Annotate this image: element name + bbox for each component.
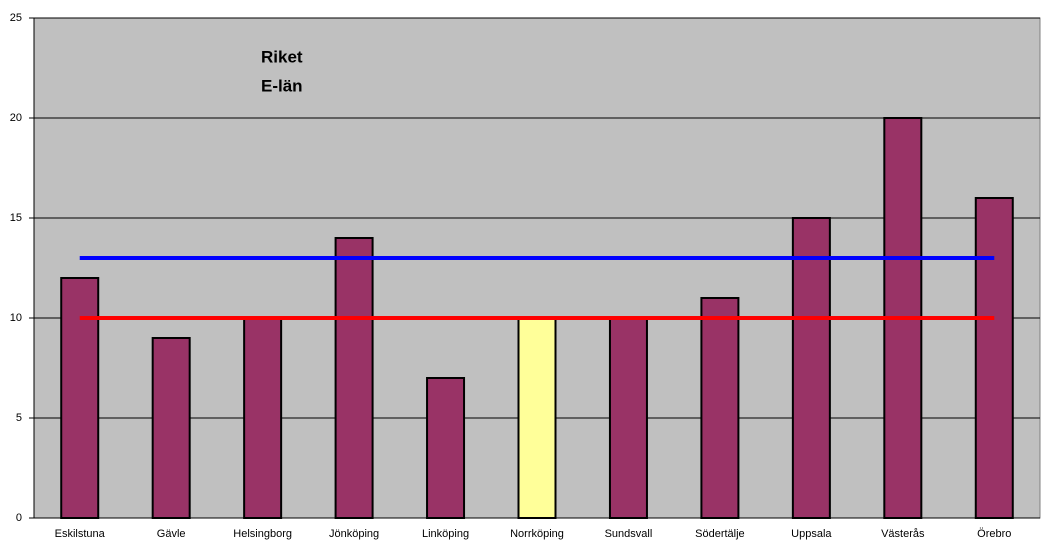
bar xyxy=(151,337,191,519)
bar xyxy=(60,277,100,519)
y-tick-label: 5 xyxy=(16,412,22,424)
y-tick-label: 25 xyxy=(10,12,22,24)
bar xyxy=(791,217,831,519)
x-tick-label: Norrköping xyxy=(510,528,564,540)
y-tick-label: 10 xyxy=(10,312,22,324)
x-tick-label: Södertälje xyxy=(695,528,745,540)
x-tick-label: Eskilstuna xyxy=(55,528,106,540)
x-tick-label: Helsingborg xyxy=(233,528,292,540)
y-tick-label: 0 xyxy=(16,512,22,524)
bar xyxy=(243,317,283,519)
x-tick-label: Jönköping xyxy=(329,528,379,540)
x-tick-label: Västerås xyxy=(881,528,925,540)
bar xyxy=(426,377,466,519)
bar xyxy=(974,197,1014,519)
x-tick-label: Örebro xyxy=(977,528,1011,540)
legend-label: E-län xyxy=(261,76,303,95)
bar xyxy=(334,237,374,519)
bar xyxy=(700,297,740,519)
x-tick-label: Sundsvall xyxy=(605,528,653,540)
y-tick-label: 20 xyxy=(10,112,22,124)
bar xyxy=(517,317,557,519)
legend-label: Riket xyxy=(261,47,303,66)
x-tick-label: Linköping xyxy=(422,528,469,540)
x-tick-label: Uppsala xyxy=(791,528,832,540)
x-tick-label: Gävle xyxy=(157,528,186,540)
bar xyxy=(608,317,648,519)
y-tick-label: 15 xyxy=(10,212,22,224)
